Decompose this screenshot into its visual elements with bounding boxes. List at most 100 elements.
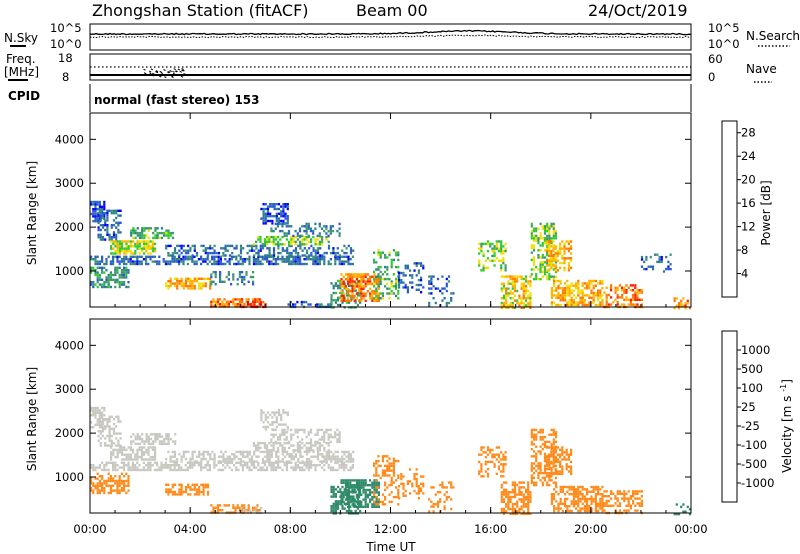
range-cell bbox=[239, 262, 242, 266]
range-cell bbox=[198, 490, 201, 494]
range-cell bbox=[375, 474, 378, 477]
range-cell bbox=[263, 441, 266, 445]
range-cell bbox=[160, 461, 163, 464]
range-cell bbox=[535, 455, 538, 458]
range-cell bbox=[143, 236, 146, 240]
range-cell bbox=[277, 441, 280, 445]
range-cell bbox=[565, 448, 568, 452]
range-cell bbox=[522, 306, 525, 309]
range-cell bbox=[117, 231, 120, 234]
range-cell bbox=[116, 455, 119, 459]
range-cell bbox=[537, 476, 540, 480]
range-cell bbox=[332, 468, 335, 472]
range-cell bbox=[129, 455, 132, 459]
colorbar-tick-label: -500 bbox=[741, 457, 767, 471]
range-cell bbox=[561, 446, 564, 449]
range-cell bbox=[348, 301, 351, 304]
range-cell bbox=[334, 455, 337, 458]
range-cell bbox=[214, 506, 217, 509]
range-cell bbox=[316, 431, 319, 434]
range-cell bbox=[575, 301, 578, 304]
range-cell bbox=[395, 495, 398, 499]
range-cell bbox=[129, 242, 132, 246]
range-cell bbox=[588, 509, 591, 513]
range-cell bbox=[310, 464, 313, 467]
range-cell bbox=[94, 220, 97, 223]
range-cell bbox=[206, 461, 209, 464]
range-cell bbox=[347, 280, 350, 283]
range-cell bbox=[247, 509, 250, 512]
range-cell bbox=[99, 238, 102, 241]
range-cell bbox=[432, 486, 435, 489]
range-cell bbox=[364, 294, 367, 298]
range-cell bbox=[334, 251, 337, 255]
range-cell bbox=[358, 479, 361, 482]
range-cell bbox=[345, 294, 348, 297]
range-cell bbox=[195, 461, 198, 464]
range-cell bbox=[321, 453, 324, 456]
range-cell bbox=[495, 458, 498, 461]
range-cell bbox=[546, 244, 549, 247]
range-cell bbox=[339, 279, 342, 283]
range-cell bbox=[334, 493, 337, 496]
range-cell bbox=[123, 475, 126, 478]
range-cell bbox=[94, 212, 97, 216]
range-cell bbox=[222, 254, 225, 257]
range-cell bbox=[127, 464, 130, 467]
range-cell bbox=[114, 482, 117, 485]
range-cell bbox=[169, 244, 172, 248]
range-cell bbox=[610, 492, 613, 495]
range-cell bbox=[101, 416, 104, 419]
range-cell bbox=[273, 215, 276, 218]
range-cell bbox=[647, 265, 650, 268]
range-cell bbox=[118, 491, 121, 495]
range-cell bbox=[338, 431, 341, 434]
range-cell bbox=[180, 486, 183, 489]
range-cell bbox=[110, 446, 113, 449]
range-cell bbox=[288, 260, 291, 263]
range-cell bbox=[507, 498, 510, 501]
range-cell bbox=[570, 247, 573, 250]
range-cell bbox=[239, 461, 242, 464]
range-cell bbox=[507, 282, 510, 285]
range-cell bbox=[563, 259, 566, 262]
range-cell bbox=[305, 238, 308, 241]
range-cell bbox=[94, 406, 97, 410]
range-cell bbox=[552, 447, 555, 451]
range-cell bbox=[360, 280, 363, 283]
range-cell bbox=[552, 453, 555, 456]
range-cell bbox=[623, 289, 626, 292]
range-cell bbox=[332, 249, 335, 252]
range-cell bbox=[106, 418, 109, 421]
range-cell bbox=[530, 440, 533, 444]
range-cell bbox=[171, 236, 175, 240]
range-cell bbox=[603, 495, 606, 498]
range-cell bbox=[116, 247, 119, 250]
range-cell bbox=[235, 466, 238, 469]
range-cell bbox=[143, 446, 146, 449]
range-cell bbox=[204, 260, 207, 263]
range-cell bbox=[99, 437, 102, 440]
range-cell bbox=[110, 458, 113, 461]
range-cell bbox=[379, 270, 382, 274]
range-cell bbox=[330, 507, 333, 510]
range-cell bbox=[202, 453, 205, 456]
range-cell bbox=[257, 464, 260, 467]
range-cell bbox=[154, 448, 157, 452]
range-cell bbox=[195, 488, 199, 491]
range-cell bbox=[242, 450, 245, 454]
range-cell bbox=[294, 466, 297, 469]
range-cell bbox=[556, 458, 559, 461]
range-cell bbox=[502, 287, 506, 290]
range-cell bbox=[541, 244, 544, 247]
range-cell bbox=[351, 486, 354, 489]
range-cell bbox=[252, 262, 255, 266]
range-cell bbox=[286, 215, 289, 218]
range-cell bbox=[112, 461, 115, 464]
range-cell bbox=[318, 303, 321, 306]
range-cell bbox=[344, 285, 347, 288]
range-cell bbox=[193, 483, 196, 486]
range-cell bbox=[318, 225, 321, 228]
range-cell bbox=[420, 291, 423, 294]
range-cell bbox=[189, 461, 192, 464]
